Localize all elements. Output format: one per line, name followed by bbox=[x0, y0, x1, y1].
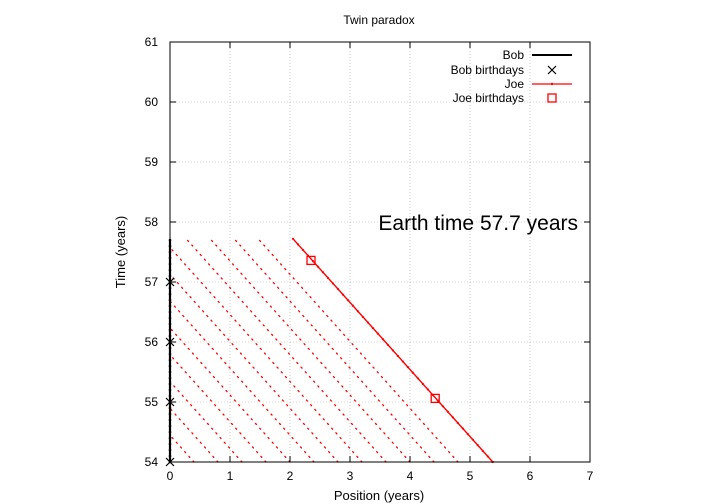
legend-swatch-bob-birthdays bbox=[547, 65, 557, 75]
chart-title: Twin paradox bbox=[343, 13, 414, 27]
x-tick-label: 2 bbox=[287, 469, 294, 483]
joe-point bbox=[331, 282, 335, 285]
signal-line bbox=[169, 407, 219, 463]
joe-point bbox=[366, 321, 370, 324]
joe-point bbox=[486, 455, 489, 458]
legend-label: Bob birthdays bbox=[451, 63, 524, 77]
y-tick-label: 54 bbox=[145, 455, 159, 469]
plot-frame bbox=[169, 41, 591, 463]
joe-point bbox=[406, 366, 409, 369]
x-tick-label: 0 bbox=[167, 469, 174, 483]
joe-point bbox=[361, 315, 365, 319]
joe-point bbox=[291, 237, 295, 240]
signal-line bbox=[257, 238, 459, 463]
joe-point bbox=[346, 299, 350, 302]
signal-line bbox=[169, 380, 243, 463]
joe-point bbox=[336, 287, 340, 291]
x-tick-label: 3 bbox=[347, 469, 354, 483]
y-tick-label: 57 bbox=[145, 275, 159, 289]
joe-point bbox=[301, 248, 305, 252]
signal-line bbox=[233, 238, 435, 463]
y-tick-label: 56 bbox=[145, 335, 159, 349]
series bbox=[165, 237, 494, 467]
legend-swatch-joe-birthdays bbox=[547, 93, 557, 103]
legend-label: Bob bbox=[503, 48, 525, 62]
joe-birthday-marker bbox=[306, 255, 316, 266]
annotation: Earth time 57.7 years bbox=[378, 212, 578, 235]
y-tick-label: 60 bbox=[145, 95, 159, 109]
joe-point bbox=[296, 243, 300, 246]
joe-point bbox=[476, 444, 479, 447]
ticks bbox=[169, 41, 591, 463]
legend-label: Joe birthdays bbox=[453, 91, 524, 105]
x-axis-label: Position (years) bbox=[334, 488, 424, 503]
legend-label: Joe bbox=[505, 77, 525, 91]
joe-point bbox=[376, 332, 380, 335]
x-tick-label: 6 bbox=[527, 469, 534, 483]
signal-line bbox=[169, 354, 267, 463]
x-tick-label: 5 bbox=[467, 469, 474, 483]
joe-point bbox=[426, 388, 429, 391]
joe-point bbox=[401, 360, 404, 363]
y-tick-label: 58 bbox=[145, 215, 159, 229]
joe-point bbox=[471, 438, 474, 441]
legend-swatch-joe-point bbox=[550, 82, 554, 86]
joe-point bbox=[341, 293, 345, 296]
joe-point bbox=[381, 338, 385, 341]
joe-point bbox=[461, 427, 464, 430]
y-tick-label: 55 bbox=[145, 395, 159, 409]
joe-point bbox=[411, 371, 414, 374]
y-axis-label: Time (years) bbox=[113, 216, 128, 288]
joe-point bbox=[371, 326, 375, 330]
y-tick-label: 61 bbox=[145, 35, 159, 49]
joe-point bbox=[421, 382, 424, 385]
joe-point bbox=[326, 276, 330, 279]
signal-line bbox=[169, 434, 195, 463]
signal-line bbox=[209, 238, 411, 463]
joe-point bbox=[451, 416, 454, 419]
joe-point bbox=[481, 449, 484, 452]
joe-birthday-marker bbox=[430, 393, 440, 404]
joe-point bbox=[391, 349, 394, 352]
x-tick-label: 4 bbox=[407, 469, 414, 483]
joe-point bbox=[436, 399, 439, 402]
joe-point bbox=[446, 410, 449, 413]
y-tick-label: 59 bbox=[145, 155, 159, 169]
joe-point bbox=[396, 354, 399, 358]
joe-point bbox=[416, 377, 419, 380]
signal-line bbox=[169, 327, 291, 463]
joe-point bbox=[466, 433, 469, 436]
joe-point bbox=[456, 421, 459, 425]
x-tick-label: 7 bbox=[587, 469, 594, 483]
joe-point bbox=[316, 265, 320, 268]
joe-point bbox=[351, 304, 355, 307]
grid bbox=[170, 42, 590, 462]
joe-point bbox=[441, 405, 444, 408]
signal-line bbox=[185, 238, 387, 463]
signal-line bbox=[169, 273, 339, 463]
joe-point bbox=[356, 310, 360, 313]
signal-line bbox=[169, 300, 315, 463]
signal-line bbox=[169, 246, 363, 463]
joe-point bbox=[386, 343, 390, 346]
x-tick-label: 1 bbox=[227, 469, 234, 483]
joe-point bbox=[321, 271, 325, 274]
signal-lines bbox=[169, 238, 459, 463]
joe-point bbox=[311, 260, 315, 263]
